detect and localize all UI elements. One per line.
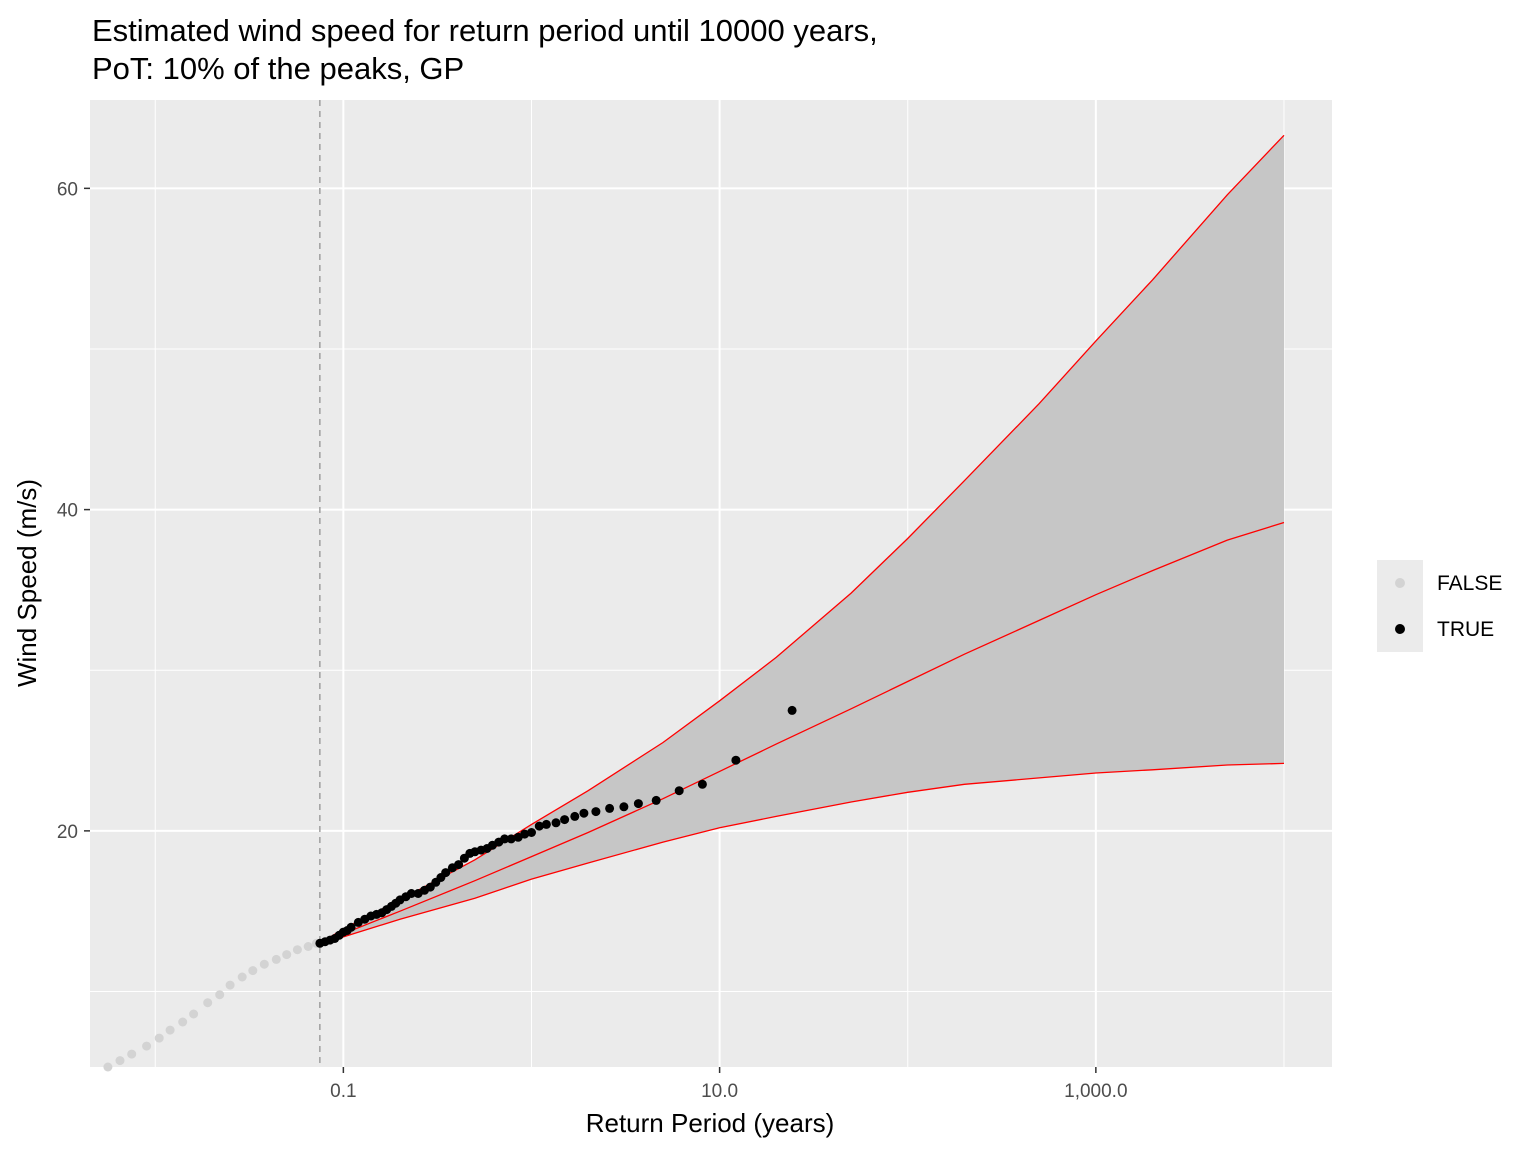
point-true (500, 834, 510, 844)
chart-title-line-1: Estimated wind speed for return period u… (92, 13, 878, 48)
point-true (454, 860, 464, 870)
point-true (406, 889, 416, 898)
point-false (215, 990, 225, 1000)
point-false (292, 945, 302, 955)
point-true (605, 803, 615, 813)
x-tick-label: 10.0 (701, 1081, 738, 1102)
y-tick-label: 20 (57, 822, 78, 843)
point-false (282, 950, 292, 960)
point-false (237, 972, 247, 982)
point-true (570, 811, 580, 821)
point-false (178, 1017, 188, 1027)
fit-line (319, 521, 1285, 944)
point-true (346, 922, 356, 932)
point-false (142, 1041, 152, 1051)
point-true (591, 807, 601, 817)
point-false (203, 998, 213, 1008)
point-false (115, 1056, 125, 1066)
point-false (259, 959, 269, 969)
y-axis: 20 40 60 (57, 179, 90, 843)
x-axis: 0.1 10.0 1,000.0 (330, 1067, 1128, 1102)
point-true (551, 818, 561, 828)
point-false (154, 1033, 164, 1043)
point-false (103, 1062, 113, 1072)
point-true (534, 821, 544, 831)
point-true (527, 828, 536, 837)
point-true (579, 808, 589, 818)
point-false (248, 966, 258, 976)
lower-bound-line (319, 762, 1285, 944)
y-axis-title: Wind Speed (m/s) (12, 479, 42, 687)
point-false (225, 980, 235, 990)
chart-title-line-2: PoT: 10% of the peaks, GP (92, 51, 464, 86)
point-false (189, 1009, 199, 1019)
legend: FALSE TRUE (1377, 560, 1502, 652)
point-true (731, 755, 741, 765)
point-true (441, 868, 451, 878)
point-false (165, 1025, 175, 1035)
point-true (651, 795, 661, 805)
y-tick-label: 60 (57, 179, 78, 200)
point-true (506, 834, 516, 844)
legend-label-true: TRUE (1437, 618, 1494, 641)
confidence-band (319, 135, 1284, 944)
point-true (633, 799, 643, 809)
point-true (674, 786, 684, 796)
legend-dot-false (1395, 578, 1405, 588)
y-tick-label: 40 (57, 501, 78, 522)
point-true (520, 829, 530, 839)
x-tick-label: 1,000.0 (1064, 1081, 1127, 1102)
point-true (560, 815, 570, 825)
point-true (619, 802, 629, 812)
point-false (271, 954, 281, 964)
x-tick-label: 0.1 (330, 1081, 356, 1102)
point-true (541, 819, 551, 829)
legend-label-false: FALSE (1437, 572, 1502, 595)
point-false (303, 942, 313, 951)
point-true (697, 779, 707, 789)
data-points (103, 705, 797, 1072)
point-false (127, 1049, 137, 1059)
confidence-ribbon (319, 135, 1284, 944)
point-true (787, 705, 797, 715)
legend-dot-true (1395, 624, 1405, 634)
x-axis-title: Return Period (years) (586, 1108, 835, 1138)
